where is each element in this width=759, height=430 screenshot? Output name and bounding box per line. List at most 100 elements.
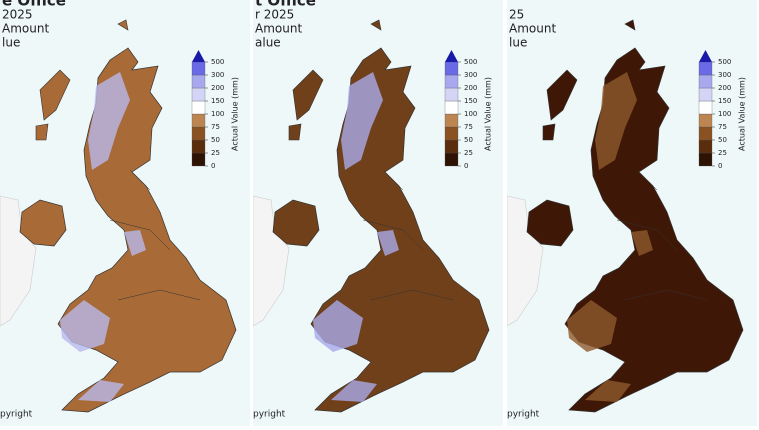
- colorbar-tick-label: 25: [718, 149, 727, 157]
- wet-region: [78, 380, 124, 402]
- colorbar-segment: [191, 126, 206, 141]
- colorbar-tick-label: 100: [464, 110, 477, 118]
- colorbar-segment: [698, 139, 713, 154]
- colorbar-segment: [444, 100, 459, 115]
- colorbar-segment: [698, 61, 713, 76]
- northern-ireland: [272, 199, 320, 247]
- wet-region: [313, 300, 363, 352]
- colorbar-segment: [698, 74, 713, 89]
- colorbar-tick-label: 75: [718, 123, 727, 131]
- colorbar-title: Actual Value (mm): [231, 77, 240, 151]
- colorbar-tick-label: 300: [718, 71, 731, 79]
- colorbar-segment: [191, 139, 206, 154]
- island: [288, 123, 302, 141]
- colorbar-segment: [444, 61, 459, 76]
- island: [542, 123, 556, 141]
- colorbar-tick-label: 500: [211, 58, 224, 66]
- wet-region: [60, 300, 110, 352]
- colorbar-tick-label: 50: [718, 136, 727, 144]
- colorbar-segment: [191, 113, 206, 128]
- colorbar-tick-label: 25: [211, 149, 220, 157]
- colorbar-extend: [699, 50, 712, 62]
- colorbar-tick-label: 75: [211, 123, 220, 131]
- colorbar-segment: [444, 74, 459, 89]
- map-panel: 25Amountluepyright0255075100150200300500…: [506, 0, 757, 426]
- wet-region: [585, 380, 631, 402]
- island: [624, 19, 636, 31]
- colorbar-segment: [698, 100, 713, 115]
- colorbar-tick-label: 50: [211, 136, 220, 144]
- wet-region: [88, 72, 130, 170]
- colorbar-tick-label: 200: [464, 84, 477, 92]
- colorbar-segment: [191, 152, 206, 167]
- colorbar-extend: [192, 50, 205, 62]
- header-line: Amount: [2, 22, 49, 36]
- northern-ireland: [526, 199, 574, 247]
- colorbar-segment: [191, 100, 206, 115]
- region-boundaries: [109, 169, 201, 301]
- colorbar-segment: [444, 113, 459, 128]
- copyright: pyright: [253, 410, 286, 420]
- colorbar-segment: [698, 113, 713, 128]
- header-line: lue: [2, 36, 20, 50]
- colorbar-segment: [191, 87, 206, 102]
- region-boundaries: [616, 169, 708, 301]
- header-line: e Office: [2, 0, 66, 10]
- colorbar-tick-label: 50: [464, 136, 473, 144]
- island: [39, 69, 71, 121]
- colorbar-tick-label: 500: [718, 58, 731, 66]
- colorbar-tick-label: 200: [211, 84, 224, 92]
- island: [370, 19, 382, 31]
- colorbar-segment: [191, 61, 206, 76]
- colorbar-tick-label: 200: [718, 84, 731, 92]
- wet-region: [631, 230, 653, 256]
- ireland: [252, 195, 290, 327]
- colorbar-segment: [698, 126, 713, 141]
- colorbar-segment: [698, 87, 713, 102]
- header-line: 25: [509, 8, 524, 22]
- colorbar-segment: [444, 139, 459, 154]
- colorbar-tick-label: 150: [718, 97, 731, 105]
- colorbar-tick-label: 150: [464, 97, 477, 105]
- wet-region: [341, 72, 383, 170]
- ireland: [0, 195, 37, 327]
- colorbar-segment: [191, 74, 206, 89]
- colorbar-tick-label: 0: [464, 162, 468, 170]
- colorbar-title: Actual Value (mm): [738, 77, 747, 151]
- colorbar-segment: [444, 87, 459, 102]
- island: [117, 19, 129, 31]
- colorbar-tick-label: 100: [211, 110, 224, 118]
- wet-region: [124, 230, 146, 256]
- colorbar-tick-label: 100: [718, 110, 731, 118]
- colorbar-tick-label: 75: [464, 123, 473, 131]
- copyright: pyright: [0, 410, 33, 420]
- northern-ireland: [19, 199, 67, 247]
- colorbar-tick-label: 300: [464, 71, 477, 79]
- header-line: 2025: [2, 8, 33, 22]
- colorbar-segment: [444, 152, 459, 167]
- header-line: Amount: [509, 22, 556, 36]
- island: [35, 123, 49, 141]
- header-line: t Office: [255, 0, 316, 10]
- header-line: Amount: [255, 22, 302, 36]
- island: [292, 69, 324, 121]
- colorbar-extend: [445, 50, 458, 62]
- colorbar-segment: [444, 126, 459, 141]
- header-line: lue: [509, 36, 527, 50]
- colorbar-tick-label: 0: [718, 162, 722, 170]
- ireland: [506, 195, 544, 327]
- colorbar-segment: [698, 152, 713, 167]
- colorbar-tick-label: 25: [464, 149, 473, 157]
- region-boundaries: [362, 169, 454, 301]
- header-line: r 2025: [255, 8, 294, 22]
- colorbar-title: Actual Value (mm): [484, 77, 493, 151]
- copyright: pyright: [507, 410, 540, 420]
- wet-region: [595, 72, 637, 170]
- wet-region: [331, 380, 377, 402]
- colorbar-tick-label: 0: [211, 162, 215, 170]
- colorbar-tick-label: 500: [464, 58, 477, 66]
